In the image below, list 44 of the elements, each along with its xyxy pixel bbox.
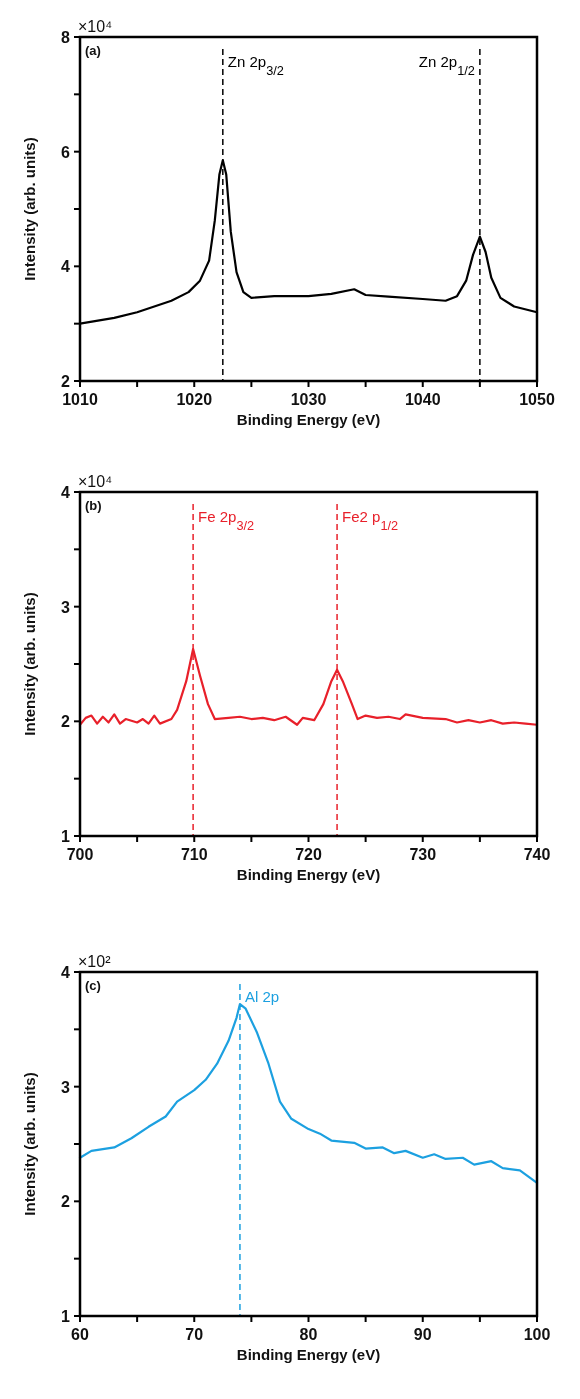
ref-line-label: Al 2p xyxy=(244,988,280,1005)
x-tick-label: 1050 xyxy=(519,391,555,408)
x-tick-label: 1040 xyxy=(404,391,441,408)
x-axis-title: Binding Energy (eV) xyxy=(236,411,381,428)
x-axis-title: Binding Energy (eV) xyxy=(236,1346,381,1363)
text: ×10⁴ xyxy=(78,18,113,35)
x-tick-label: 700 xyxy=(66,846,94,863)
annotation: (b) xyxy=(85,498,102,513)
ref-line-label: Zn 2p$_{1/2}$ xyxy=(418,53,475,78)
text: ×10⁴ xyxy=(78,473,113,490)
text: ×10² xyxy=(78,953,112,970)
x-tick-label: 100 xyxy=(523,1326,551,1343)
x-tick-label: 720 xyxy=(295,846,322,863)
y-tick-label: 4 xyxy=(61,964,71,981)
ref-line-label: Fe2 p$_{1/2}$ xyxy=(342,508,399,533)
y-tick-label: 1 xyxy=(61,1308,71,1325)
y-tick-label: 1 xyxy=(61,828,71,845)
ref-line-label: Zn 2p$_{3/2}$ xyxy=(227,53,284,78)
y-axis-title: Intensity (arb. units) xyxy=(21,137,38,281)
y-tick-label: 6 xyxy=(61,143,71,161)
x-axis-title: Binding Energy (eV) xyxy=(236,866,381,883)
x-tick-label: 730 xyxy=(409,846,437,863)
x-tick-label: 740 xyxy=(523,846,551,863)
y-tick-label: 3 xyxy=(61,598,71,616)
y-tick-label: 4 xyxy=(61,484,71,501)
x-tick-label: 60 xyxy=(71,1326,89,1343)
annotation: (c) xyxy=(85,978,101,993)
x-tick-label: 710 xyxy=(180,846,208,863)
x-tick-label: 1020 xyxy=(176,391,213,408)
y-axis-title: Intensity (arb. units) xyxy=(21,1072,38,1216)
x-tick-label: 80 xyxy=(299,1326,318,1343)
x-tick-label: 1030 xyxy=(290,391,327,408)
y-tick-label: 2 xyxy=(61,713,71,731)
y-tick-label: 2 xyxy=(61,1193,71,1211)
y-tick-label: 8 xyxy=(61,29,71,46)
y-axis-title: Intensity (arb. units) xyxy=(21,592,38,736)
x-tick-label: 70 xyxy=(185,1326,204,1343)
y-tick-label: 4 xyxy=(61,258,71,276)
ref-line-label: Fe 2p$_{3/2}$ xyxy=(198,508,255,533)
x-tick-label: 1010 xyxy=(62,391,98,408)
annotation: (a) xyxy=(85,43,101,58)
y-tick-label: 2 xyxy=(61,373,71,390)
x-tick-label: 90 xyxy=(413,1326,432,1343)
y-tick-label: 3 xyxy=(61,1078,71,1096)
